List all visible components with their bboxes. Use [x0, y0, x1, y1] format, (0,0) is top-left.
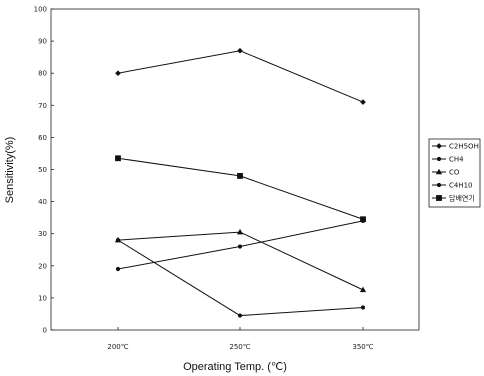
y-axis: 0 10 20 30 40 50 60 70 80 90 100 [34, 6, 54, 335]
data-point [360, 305, 366, 310]
legend-label: C2H5OH [449, 143, 479, 151]
y-tick-label: 80 [38, 70, 47, 78]
legend-item: 담배연기 [432, 194, 475, 203]
data-point [237, 313, 243, 318]
x-tick-label: 350℃ [352, 343, 373, 351]
legend-marker [436, 195, 442, 201]
legend-label: CH4 [449, 156, 464, 164]
legend-marker [436, 156, 442, 162]
legend-item: CO [432, 169, 460, 177]
data-point [115, 238, 121, 243]
y-tick-label: 30 [38, 230, 47, 238]
legend: C2H5OH CH4 CO C4H10 담배연기 [428, 138, 481, 208]
legend-label: C4H10 [449, 182, 473, 190]
series-0 [115, 47, 366, 105]
y-tick-label: 20 [38, 262, 47, 270]
series-line [117, 231, 364, 291]
legend-label: CO [449, 169, 460, 177]
data-point [237, 47, 243, 54]
y-axis-title: Sensitivity(%) [4, 137, 16, 204]
data-point [360, 216, 366, 223]
y-tick-label: 90 [38, 38, 47, 46]
legend-item: C2H5OH [432, 143, 479, 151]
data-point [359, 286, 367, 293]
y-tick-label: 10 [38, 294, 47, 302]
x-axis: 200℃ 250℃ 350℃ [107, 327, 374, 351]
series-layer [114, 47, 367, 318]
series-line [117, 157, 364, 220]
x-tick-label: 200℃ [107, 343, 128, 351]
series-1 [115, 218, 366, 272]
series-2 [114, 228, 367, 293]
series-line [117, 239, 364, 317]
y-tick-label: 0 [43, 327, 47, 335]
data-point [115, 155, 121, 162]
data-point [237, 244, 243, 249]
legend-marker [436, 143, 442, 149]
legend-label: 담배연기 [449, 194, 475, 203]
y-tick-label: 60 [38, 134, 47, 142]
y-tick-label: 100 [34, 6, 47, 14]
x-axis-title: Operating Temp. (℃) [183, 361, 287, 373]
legend-marker [435, 168, 443, 175]
data-point [237, 173, 243, 179]
legend-marker [436, 182, 442, 188]
series-3 [115, 238, 366, 318]
data-point [115, 266, 121, 272]
y-tick-label: 50 [38, 166, 47, 174]
data-point [360, 99, 366, 105]
y-tick-label: 40 [38, 198, 47, 206]
y-tick-label: 70 [38, 102, 47, 110]
x-tick-label: 250℃ [229, 343, 250, 351]
legend-item: CH4 [432, 156, 464, 164]
series-4 [115, 155, 366, 223]
series-line [117, 50, 364, 103]
legend-item: C4H10 [432, 182, 473, 190]
plot-area [50, 8, 420, 331]
data-point [115, 70, 121, 77]
data-point [236, 228, 244, 235]
